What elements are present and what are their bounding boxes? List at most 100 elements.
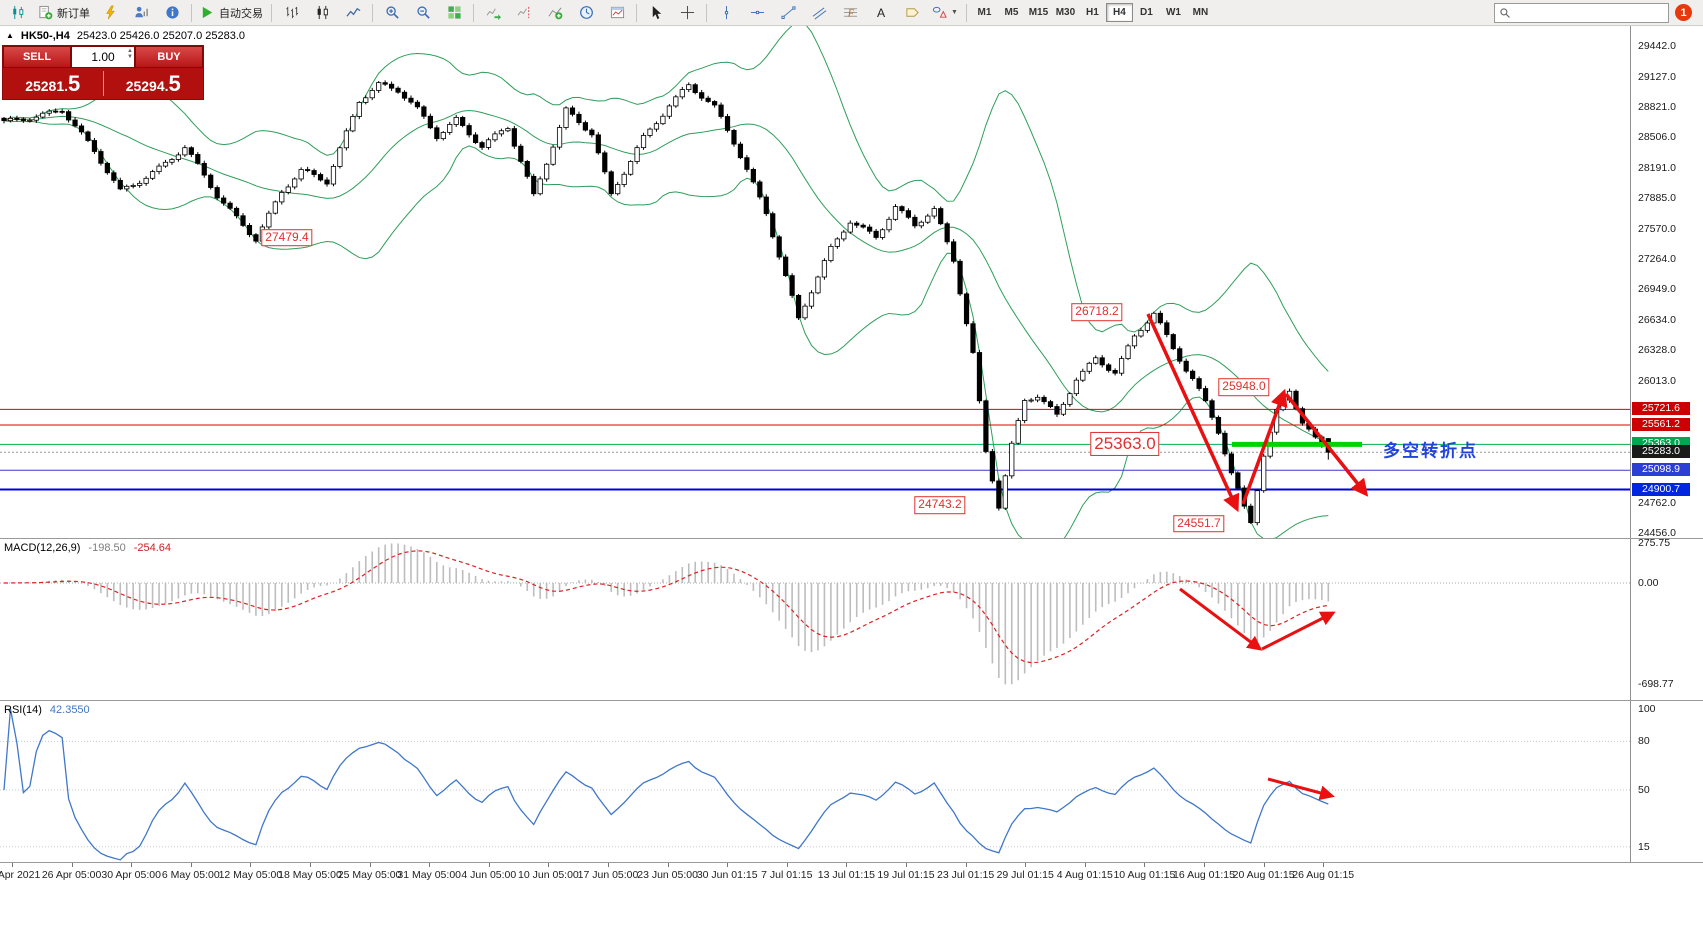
zoom-out-button[interactable] [408, 2, 438, 24]
timeframe-button-H1[interactable]: H1 [1079, 3, 1106, 22]
buy-button[interactable]: BUY [135, 46, 203, 68]
price-tick: 27570.0 [1638, 222, 1676, 235]
timeframe-button-M30[interactable]: M30 [1052, 3, 1079, 22]
periods-button[interactable] [571, 2, 601, 24]
rsi-tick: 50 [1638, 784, 1650, 796]
fibonacci-tool-button[interactable]: F [835, 2, 865, 24]
time-label: 30 Apr 05:00 [101, 869, 161, 881]
time-tick [71, 863, 73, 867]
new-order-button[interactable]: 新订单 [34, 3, 94, 23]
cursor-tool-button[interactable] [641, 2, 671, 24]
timeframe-button-MN[interactable]: MN [1187, 3, 1214, 22]
time-label: 25 May 05:00 [337, 869, 402, 881]
timeframe-button-H4[interactable]: H4 [1105, 3, 1133, 22]
label-tool-button[interactable] [897, 2, 927, 24]
spin-down-icon[interactable]: ▼ [127, 54, 133, 60]
time-label: 20 Apr 2021 [0, 869, 41, 881]
price-tick: 26013.0 [1638, 374, 1676, 387]
templates-button[interactable] [602, 2, 632, 24]
macd-chart[interactable] [0, 539, 1630, 700]
search-input[interactable] [1514, 5, 1664, 20]
fibonacci-icon: F [843, 8, 857, 20]
indicators-plus-icon [548, 7, 562, 20]
info-button[interactable] [157, 2, 187, 24]
chart-shift-button[interactable] [509, 2, 539, 24]
indicators-button[interactable] [540, 2, 570, 24]
auto-scroll-button[interactable] [478, 2, 508, 24]
price-tick: 27885.0 [1638, 192, 1676, 205]
timeframe-button-W1[interactable]: W1 [1160, 3, 1187, 22]
symbol-marker-icon: ▲ [6, 31, 14, 40]
timeframe-button-M15[interactable]: M15 [1025, 3, 1052, 22]
candlestick-mode-icon [317, 5, 328, 20]
auto-scroll-icon [486, 8, 501, 20]
trendline-icon [780, 6, 796, 19]
macd-label: MACD(12,26,9) -198.50 -254.64 [4, 542, 171, 554]
crosshair-icon [680, 5, 694, 20]
candle-chart-icon [12, 5, 23, 20]
price-tag: 24900.7 [1632, 482, 1690, 496]
rsi-tick: 100 [1638, 703, 1656, 715]
time-label: 23 Jun 05:00 [637, 869, 698, 881]
new-order-label: 新订单 [57, 7, 90, 20]
volume-stepper[interactable]: 1.00 ▲ ▼ [71, 46, 135, 68]
dropdown-caret-icon: ▼ [951, 9, 958, 16]
market-watch-button[interactable] [126, 2, 156, 24]
time-tick [1084, 863, 1086, 867]
spin-up-icon[interactable]: ▲ [127, 48, 133, 54]
rsi-tick: 15 [1638, 840, 1650, 853]
favorites-button[interactable] [95, 2, 125, 24]
timeframe-button-M1[interactable]: M1 [971, 3, 998, 22]
time-tick [1025, 863, 1027, 867]
macd-axis: 275.75 0.00 -698.77 [1630, 537, 1703, 700]
candlestick-mode-button[interactable] [307, 2, 337, 24]
volume-spin-buttons[interactable]: ▲ ▼ [127, 48, 133, 60]
auto-trading-button[interactable]: 自动交易 [196, 3, 267, 23]
toolbar-separator [706, 3, 707, 22]
timeframe-toolbar: M1 M5 M15 M30 H1 H4 D1 W1 MN [971, 3, 1214, 22]
time-label: 31 May 05:00 [397, 869, 462, 881]
timeframe-button-D1[interactable]: D1 [1133, 3, 1160, 22]
text-tool-icon: A [877, 6, 886, 20]
candlestick-chart[interactable] [0, 26, 1630, 538]
symbol-header: ▲ HK50-,H4 25423.0 25426.0 25207.0 25283… [6, 30, 245, 42]
tile-windows-button[interactable] [439, 2, 469, 24]
price-tick: 26328.0 [1638, 344, 1676, 357]
svg-text:A: A [877, 6, 886, 20]
price-tag: 25283.0 [1632, 445, 1690, 459]
line-chart-mode-button[interactable] [338, 2, 368, 24]
cursor-arrow-icon [652, 5, 661, 20]
price-tick: 28821.0 [1638, 100, 1676, 113]
time-tick [131, 863, 133, 867]
time-tick [1144, 863, 1146, 867]
horizontal-line-tool-button[interactable] [742, 2, 772, 24]
price-tick: 29442.0 [1638, 40, 1676, 52]
toolbar-separator [271, 3, 272, 22]
channel-tool-button[interactable] [804, 2, 834, 24]
symbol-name: HK50-,H4 [20, 30, 70, 42]
rsi-chart[interactable] [0, 701, 1630, 862]
time-label: 7 Jul 01:15 [761, 869, 813, 881]
notification-badge[interactable]: 1 [1675, 4, 1692, 21]
timeframe-button-M5[interactable]: M5 [998, 3, 1025, 22]
sell-button[interactable]: SELL [3, 46, 71, 68]
crosshair-tool-button[interactable] [672, 2, 702, 24]
sell-price[interactable]: 25281.5 [25, 70, 81, 96]
price-tick: 29127.0 [1638, 70, 1676, 83]
new-chart-button[interactable] [3, 2, 33, 24]
one-click-trading-panel: SELL 1.00 ▲ ▼ BUY 25281.5 25294.5 [2, 45, 204, 100]
buy-price[interactable]: 25294.5 [125, 70, 181, 96]
trendline-tool-button[interactable] [773, 2, 803, 24]
price-axis: 29442.0 29127.0 28821.0 28506.0 28191.0 27885… [1630, 26, 1703, 539]
zoom-in-button[interactable] [377, 2, 407, 24]
bar-chart-mode-button[interactable] [276, 2, 306, 24]
toolbar-separator [636, 3, 637, 22]
vertical-line-tool-button[interactable] [711, 2, 741, 24]
time-label: 12 May 05:00 [218, 869, 283, 881]
text-tool-button[interactable]: A [866, 2, 896, 24]
price-tick: 28506.0 [1638, 131, 1676, 144]
price-tick: 27264.0 [1638, 252, 1676, 265]
arrows-tool-button[interactable]: ▼ [928, 2, 962, 24]
